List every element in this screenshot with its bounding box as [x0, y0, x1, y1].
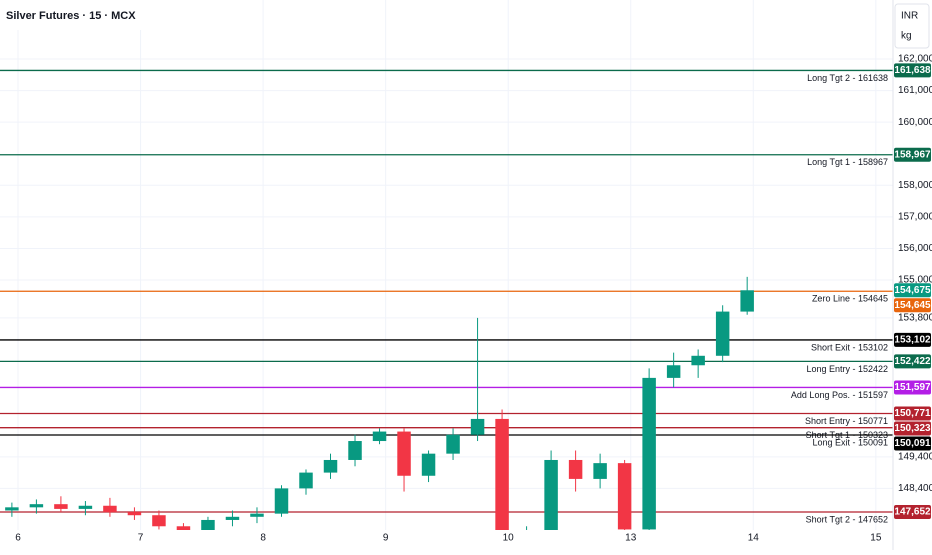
level-label: Short Tgt 2 - 147652	[806, 514, 888, 524]
candle-body	[176, 526, 191, 530]
price-tag	[894, 380, 931, 395]
candle-body	[617, 463, 632, 530]
level-label: Long Entry - 152422	[806, 364, 888, 374]
price-tag	[894, 147, 931, 162]
candle-body	[470, 418, 485, 435]
candle-body	[568, 459, 583, 479]
candle-body	[372, 431, 387, 442]
level-label: Short Entry - 150771	[805, 416, 888, 426]
unit: kg	[901, 31, 912, 42]
candle-body	[715, 311, 730, 356]
y-tick-label: 153,800	[898, 313, 932, 324]
y-tick-label: 158,000	[898, 180, 932, 191]
candle-body	[642, 377, 656, 530]
level-label: Long Tgt 2 - 161638	[807, 73, 888, 83]
unit-box	[894, 3, 930, 49]
candle-body	[323, 459, 338, 473]
candle-body	[5, 507, 19, 511]
candle-body	[421, 453, 436, 476]
price-tag-label: 151,597	[894, 382, 931, 393]
price-tag	[894, 421, 931, 436]
price-tag	[894, 298, 931, 313]
x-tick-label: 15	[870, 533, 882, 544]
candle-body	[29, 504, 44, 508]
y-tick-label: 160,000	[898, 117, 932, 128]
candle-body	[201, 519, 215, 530]
candle-body	[397, 431, 411, 476]
header-bg	[0, 0, 240, 30]
grid	[0, 0, 893, 530]
candles	[5, 276, 754, 539]
candle-body	[127, 512, 142, 516]
candle-body	[225, 516, 240, 520]
x-tick-label: 7	[138, 533, 144, 544]
x-tick-label: 6	[15, 533, 21, 544]
y-tick-label: 161,000	[898, 85, 932, 96]
candle-body	[593, 463, 607, 479]
price-tag	[894, 406, 931, 421]
price-tag-label: 154,645	[894, 300, 931, 311]
candle-body	[740, 290, 754, 312]
candle-body	[691, 355, 705, 366]
axis-labels: 162,000 161,000 160,000 158,000 157,000 156,0…	[894, 54, 932, 520]
level-label: Add Long Pos. - 151597	[791, 390, 888, 400]
price-tag-label: 150,091	[894, 438, 931, 449]
price-tag-label: 152,422	[894, 356, 931, 367]
candle-body	[78, 505, 93, 509]
chart-title: Silver Futures · 15 · MCX	[6, 10, 136, 22]
price-tag	[894, 332, 931, 347]
price-tag	[894, 354, 931, 369]
candle-body	[544, 459, 558, 530]
candle-body	[446, 434, 460, 454]
x-tick-label: 13	[625, 533, 637, 544]
candle-body	[54, 504, 68, 509]
price-axis	[893, 0, 932, 550]
level-label: Long Exit - 150091	[812, 437, 888, 447]
candle-body	[666, 365, 681, 378]
candle-body	[348, 441, 362, 460]
y-tick-label: 148,400	[898, 483, 932, 494]
price-tag	[894, 283, 931, 298]
y-tick-label: 155,000	[898, 275, 932, 286]
candle-body	[250, 513, 264, 517]
price-tag-label: 150,323	[894, 423, 931, 434]
x-tick-label: 14	[748, 533, 760, 544]
y-tick-label: 156,000	[898, 243, 932, 254]
x-tick-label: 8	[260, 533, 266, 544]
x-axis: 6 7 8 9 10 13 14 15	[15, 533, 882, 544]
y-tick-label: 157,000	[898, 212, 932, 223]
currency: INR	[901, 11, 918, 22]
x-tick-label: 10	[503, 533, 515, 544]
candle-body	[520, 533, 533, 539]
levels: Long Tgt 2 - 161638 Long Tgt 1 - 158967 Ze…	[0, 69, 893, 524]
level-label: Zero Line - 154645	[812, 294, 888, 304]
y-tick-label: 149,400	[898, 451, 932, 462]
candle-body	[152, 515, 166, 527]
x-tick-label: 9	[383, 533, 389, 544]
y-tick-label: 162,000	[898, 54, 932, 65]
price-tag-label: 153,102	[894, 335, 931, 346]
candle-body	[299, 472, 313, 489]
price-tag-label: 161,638	[894, 65, 931, 76]
price-tag-label: 154,675	[894, 285, 931, 296]
price-tag	[894, 63, 931, 78]
level-label: Long Tgt 1 - 158967	[807, 157, 888, 167]
price-tag-label: 158,967	[894, 149, 931, 160]
candle-body	[103, 505, 117, 513]
level-label: Short Exit - 153102	[811, 342, 888, 352]
candle-body	[495, 418, 509, 530]
price-tag-label: 147,652	[894, 507, 931, 518]
price-tag-label: 150,771	[894, 408, 931, 419]
candle-body	[274, 488, 289, 514]
price-tag	[894, 505, 931, 520]
price-tag	[894, 436, 931, 451]
